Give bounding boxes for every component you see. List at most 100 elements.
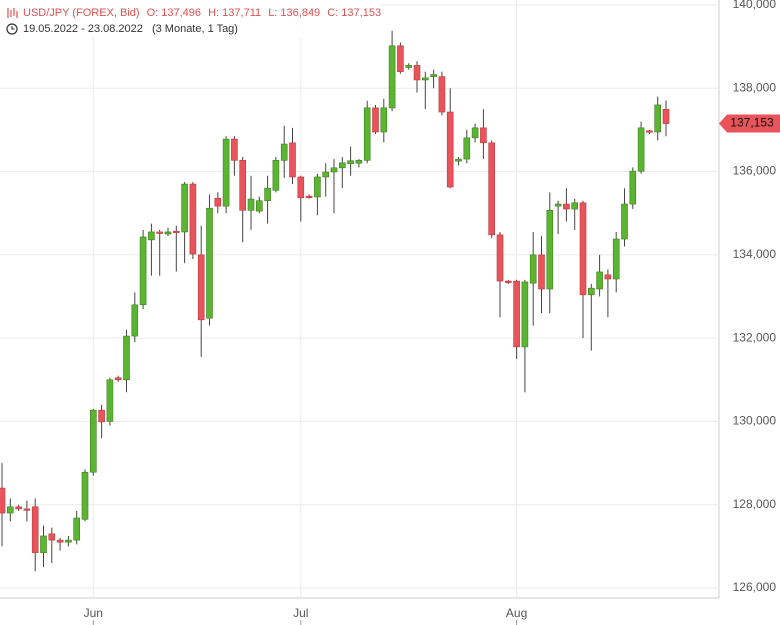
candle-body (189, 183, 197, 255)
candle-body (521, 281, 529, 348)
candle-body (654, 104, 662, 133)
ohlc: L: 136,849 (268, 7, 320, 19)
candle-body (496, 234, 504, 282)
x-tick-label: Aug (506, 606, 527, 620)
ohlc: H: 137,711 (208, 7, 261, 19)
candle-body (164, 231, 172, 235)
candle-body (347, 160, 354, 164)
candle-body (596, 271, 603, 290)
candle-body (554, 203, 562, 207)
candle-body (148, 231, 155, 241)
candle-body (7, 506, 14, 514)
candle-body (646, 130, 653, 133)
y-tick-label: 140,000 (733, 0, 777, 11)
candle-body (322, 171, 330, 178)
candle-body (405, 65, 413, 68)
candle-body (90, 409, 97, 473)
title: USD/JPY (FOREX, Bid) (23, 7, 140, 19)
candle-body (264, 187, 271, 202)
candle-body (114, 377, 122, 381)
candle-body (480, 127, 487, 144)
candle-body (106, 379, 114, 422)
candle-body (413, 65, 421, 81)
candle-body (629, 170, 637, 205)
y-tick-label: 126,000 (733, 580, 777, 594)
candle-body (239, 160, 246, 211)
ohlc: O: 137,496 (147, 7, 201, 19)
candle-body (98, 409, 105, 423)
candle-body (397, 45, 404, 72)
candle-body (15, 506, 22, 510)
candle-body (48, 533, 56, 541)
period: 19.05.2022 - 23.08.2022 (23, 23, 143, 35)
candle-body (81, 471, 89, 520)
period-note: (3 Monate, 1 Tag) (152, 23, 238, 35)
candle-body (206, 207, 213, 319)
x-tick-label: Jul (293, 606, 308, 620)
candle-body (446, 111, 454, 188)
candle-body (430, 74, 437, 77)
candle-body (504, 280, 512, 283)
candle-body (662, 108, 670, 124)
candle-body (31, 506, 39, 553)
candle-body (571, 202, 579, 210)
y-tick-label: 136,000 (733, 164, 777, 178)
candle-body (73, 517, 80, 541)
candle-body (131, 304, 139, 337)
candle-body (604, 274, 612, 280)
y-tick-label: 134,000 (733, 247, 777, 261)
y-tick-label: 130,000 (733, 414, 777, 428)
candle-body (363, 107, 371, 161)
clock-icon (11, 26, 15, 30)
candle-body (255, 200, 263, 212)
candle-body (247, 198, 255, 211)
candle-body (579, 202, 587, 296)
candle-body (637, 127, 645, 172)
candle-body (173, 230, 180, 233)
candle-body (65, 539, 72, 543)
candle-body (0, 487, 6, 514)
candle-body (612, 238, 620, 280)
candle-body (289, 142, 296, 178)
candle-body (222, 138, 230, 207)
candle-body (388, 45, 396, 109)
candle-body (181, 183, 188, 233)
candle-body (563, 203, 570, 210)
candle-body (56, 539, 64, 543)
candle-body (513, 280, 520, 348)
period-line: 19.05.2022 - 23.08.2022 (3 Monate, 1 Tag… (23, 23, 238, 35)
icon (7, 8, 18, 18)
candle-body (455, 158, 462, 162)
candle-body (471, 127, 479, 139)
candle-body (438, 76, 446, 113)
candle-body (621, 203, 628, 240)
candle-body (139, 236, 147, 306)
candle-body (23, 508, 31, 511)
candle-body (372, 107, 379, 133)
candle-body (380, 107, 388, 133)
header-bg (0, 0, 380, 38)
clock-icon (6, 23, 18, 35)
candle-body (272, 160, 280, 191)
candle-body (297, 176, 305, 199)
candle-body (305, 195, 313, 198)
candle-body (231, 138, 238, 161)
candle-body (123, 335, 130, 381)
header-line: USD/JPY (FOREX, Bid) O: 137,496 H: 137,7… (23, 7, 381, 19)
ohlc: C: 137,153 (327, 7, 381, 19)
candle-body (546, 209, 554, 290)
candle-body (314, 176, 321, 198)
x-tick-label: Jun (84, 606, 103, 620)
candle-body (197, 254, 205, 321)
y-tick-label: 132,000 (733, 330, 777, 344)
candle-body (214, 197, 222, 207)
price-label: 137,153 (730, 116, 774, 130)
candle-body (488, 142, 496, 236)
candle-body (529, 254, 537, 284)
header: USD/JPY (FOREX, Bid) O: 137,496 H: 137,7… (0, 0, 381, 38)
candle-body (355, 160, 363, 164)
candle-body (40, 535, 47, 553)
candle-body (587, 287, 595, 296)
